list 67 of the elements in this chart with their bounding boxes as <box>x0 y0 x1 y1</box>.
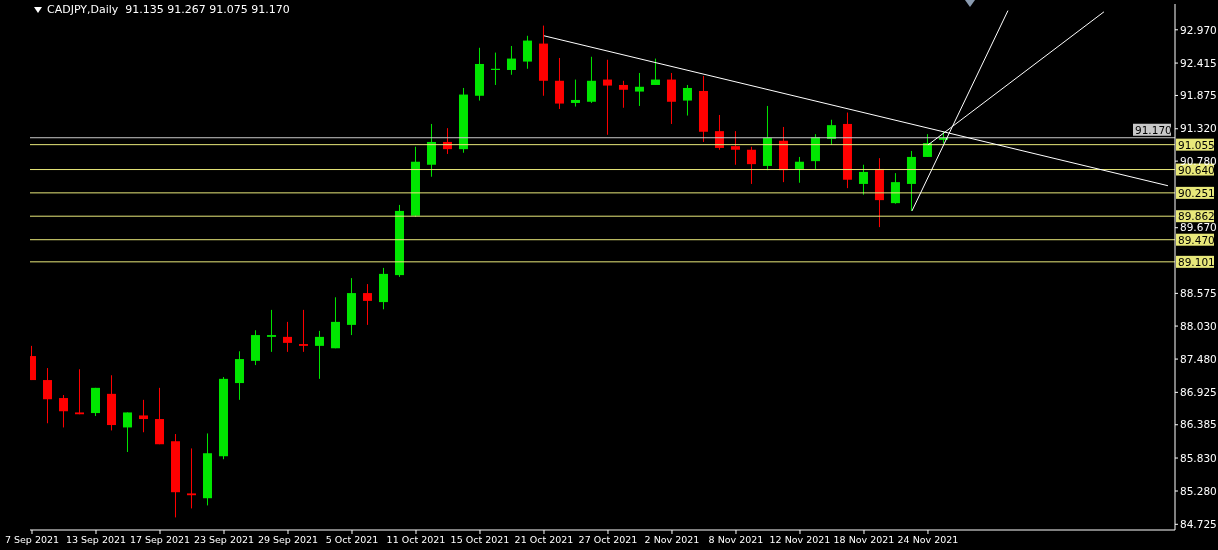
x-tick-label: 27 Oct 2021 <box>578 533 638 545</box>
candlestick <box>554 57 564 110</box>
candlestick <box>234 350 244 401</box>
candlestick <box>314 330 324 380</box>
candlestick <box>75 368 84 415</box>
candlestick <box>570 79 580 108</box>
y-tick-label: 88.030 <box>1180 319 1217 332</box>
y-tick-label: 88.575 <box>1180 287 1217 300</box>
y-tick-label: 85.280 <box>1180 484 1217 497</box>
y-tick-label: 86.385 <box>1180 418 1217 431</box>
candlestick <box>362 283 372 326</box>
y-tick-label: 84.725 <box>1180 518 1217 531</box>
x-tick-label: 5 Oct 2021 <box>325 533 379 545</box>
candlestick <box>666 72 676 125</box>
y-tick-label: 85.830 <box>1180 451 1217 464</box>
candlestick <box>506 45 516 76</box>
candlestick <box>123 411 132 453</box>
candlestick <box>682 84 692 117</box>
ref-line-label: 89.862 <box>1178 210 1215 223</box>
candlestick <box>282 321 292 353</box>
candlestick <box>586 56 596 104</box>
candlestick <box>298 309 308 353</box>
x-tick-label: 13 Sep 2021 <box>65 533 127 545</box>
x-tick-label: 12 Nov 2021 <box>769 533 831 545</box>
candlestick <box>426 123 436 178</box>
x-tick-label: 15 Oct 2021 <box>450 533 510 545</box>
y-tick-label: 86.925 <box>1180 386 1217 399</box>
candlestick <box>858 164 868 196</box>
x-tick-label: 21 Oct 2021 <box>514 533 574 545</box>
candlestick <box>43 367 52 424</box>
y-tick-label: 91.875 <box>1180 89 1217 102</box>
x-tick-label: 23 Sep 2021 <box>193 533 255 545</box>
candlestick <box>890 172 900 205</box>
candlestick <box>794 156 804 184</box>
x-tick-label: 18 Nov 2021 <box>833 533 895 545</box>
y-tick-label: 91.320 <box>1180 122 1217 135</box>
x-tick-label: 11 Oct 2021 <box>386 533 446 545</box>
candlestick <box>139 399 148 433</box>
candlestick <box>650 58 660 86</box>
y-tick-label: 89.670 <box>1180 221 1217 234</box>
x-tick-label: 24 Nov 2021 <box>897 533 959 545</box>
candlestick <box>522 35 532 70</box>
x-tick-label: 17 Sep 2021 <box>129 533 191 545</box>
chart-title: CADJPY,Daily 91.135 91.267 91.075 91.170 <box>47 3 290 16</box>
y-tick-label: 87.480 <box>1180 352 1217 365</box>
ref-line-label: 90.251 <box>1178 186 1215 199</box>
ref-line-label: 91.055 <box>1178 138 1215 151</box>
candlestick <box>266 309 276 353</box>
ref-line-label: 89.101 <box>1178 255 1215 268</box>
candlestick <box>187 447 196 509</box>
y-tick-label: 92.415 <box>1180 56 1217 69</box>
ref-line-label: 89.470 <box>1178 233 1215 246</box>
candlestick <box>59 394 68 428</box>
candlestick <box>826 119 836 146</box>
candlestick <box>746 146 756 185</box>
ref-line-label: 91.170 <box>1135 123 1172 136</box>
candlestick <box>618 80 628 109</box>
candlestick <box>602 59 612 136</box>
candlestick <box>810 133 820 170</box>
y-tick-label: 92.970 <box>1180 23 1217 36</box>
x-tick-label: 2 Nov 2021 <box>644 533 700 545</box>
x-tick-label: 29 Sep 2021 <box>257 533 319 545</box>
x-tick-label: 7 Sep 2021 <box>4 533 60 545</box>
candlestick <box>634 72 644 107</box>
candlestick <box>922 133 932 158</box>
candlestick <box>730 130 740 166</box>
x-tick-label: 8 Nov 2021 <box>708 533 764 545</box>
